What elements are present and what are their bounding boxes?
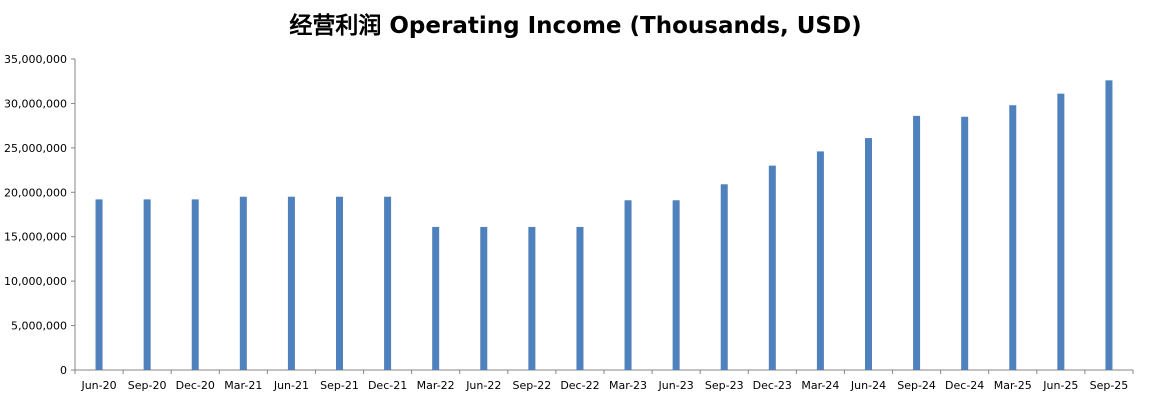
bar [961,116,969,370]
x-tick-label: Sep-21 [320,379,359,392]
y-tick-label: 0 [60,364,67,377]
bar [95,199,103,370]
x-tick-label: Mar-22 [417,379,455,392]
y-tick-label: 20,000,000 [4,186,67,199]
y-tick-label: 30,000,000 [4,97,67,110]
x-tick-label: Mar-24 [801,379,839,392]
bar [1009,105,1017,370]
y-tick-label: 35,000,000 [4,53,67,66]
bar [865,138,872,370]
bar [576,226,584,370]
x-tick-label: Dec-21 [368,379,407,392]
x-tick-label: Sep-25 [1090,379,1129,392]
x-tick-label: Jun-22 [465,379,501,392]
bar [336,196,343,370]
x-tick-label: Mar-21 [224,379,262,392]
bar [720,184,728,370]
x-tick-label: Sep-24 [897,379,936,392]
y-tick-label: 5,000,000 [11,320,67,333]
x-tick-label: Mar-23 [609,379,647,392]
x-tick-label: Dec-24 [945,379,984,392]
bar [384,196,392,370]
bar [913,115,921,371]
y-tick-label: 25,000,000 [4,142,67,155]
bar [816,151,824,370]
bar [624,200,632,370]
bar [287,196,295,370]
x-tick-label: Sep-20 [128,379,167,392]
bar [1057,93,1065,370]
bar [143,199,151,370]
x-tick-label: Jun-21 [273,379,309,392]
y-tick-label: 10,000,000 [4,275,67,288]
x-tick-label: Jun-24 [850,379,886,392]
x-tick-label: Jun-25 [1042,379,1078,392]
bar [191,199,199,370]
bar [1105,80,1113,370]
bar [239,196,247,370]
x-tick-label: Sep-23 [705,379,744,392]
chart-title: 经营利润 Operating Income (Thousands, USD) [289,13,862,39]
x-tick-label: Mar-25 [994,379,1032,392]
bar [480,226,488,370]
x-tick-label: Sep-22 [513,379,552,392]
x-tick-label: Dec-23 [753,379,792,392]
x-tick-label: Dec-22 [560,379,599,392]
bar [432,226,440,370]
x-tick-label: Jun-23 [658,379,694,392]
bar [768,165,776,370]
bar [528,226,536,370]
y-tick-label: 15,000,000 [4,231,67,244]
x-tick-label: Dec-20 [176,379,215,392]
bar [672,200,680,370]
x-tick-label: Jun-20 [80,379,116,392]
